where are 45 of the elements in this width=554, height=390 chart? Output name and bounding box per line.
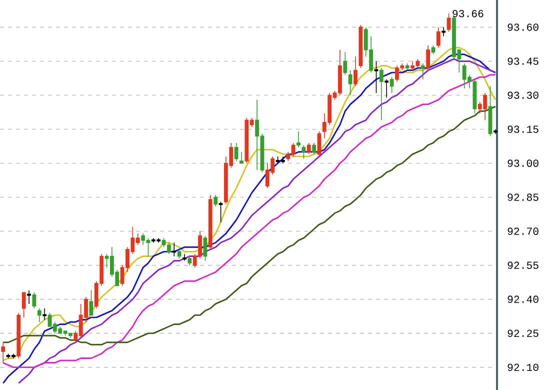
candlestick (177, 249, 182, 259)
candlestick (306, 142, 311, 155)
candlestick (32, 292, 36, 309)
y-tick-label: 93.60 (508, 24, 538, 31)
y-tick-label: 92.55 (508, 262, 538, 269)
candlestick (182, 254, 186, 262)
candlestick (296, 131, 300, 148)
candlestick (420, 63, 425, 80)
candlestick (27, 290, 31, 304)
candlestick (343, 52, 348, 76)
candlestick (172, 242, 176, 257)
y-tick-label: 92.40 (508, 296, 538, 303)
candlestick (208, 194, 212, 250)
candlestick (390, 76, 394, 94)
candlestick (42, 308, 47, 320)
candlestick (436, 26, 440, 48)
y-tick-label: 93.00 (508, 160, 538, 167)
candlestick (384, 78, 389, 98)
candlestick (1, 342, 6, 364)
y-tick-label: 93.15 (508, 126, 538, 133)
candlestick (493, 128, 498, 134)
y-tick-label: 92.25 (508, 330, 538, 337)
y-tick-label: 93.30 (508, 92, 538, 99)
candlestick (302, 144, 306, 160)
candlestick (312, 142, 316, 155)
y-tick-label: 92.85 (508, 194, 538, 201)
annotation: 93.66 (452, 10, 484, 18)
candlestick (426, 44, 430, 71)
candlestick (188, 256, 192, 266)
y-tick-label: 93.45 (508, 58, 538, 65)
candlestick (405, 63, 410, 71)
candlestick (234, 142, 238, 162)
candlestick (240, 152, 244, 164)
candlestick (37, 308, 42, 322)
candlestick (379, 68, 384, 121)
candlestick (214, 194, 218, 207)
y-tick-label: 92.10 (508, 364, 538, 371)
candlestick (442, 26, 446, 37)
candlestick (354, 56, 358, 87)
candlestick (16, 312, 21, 359)
candlestick (358, 24, 363, 68)
candlestick (348, 70, 352, 96)
y-tick-label: 92.70 (508, 228, 538, 235)
candlestick (446, 13, 451, 32)
candlestick (22, 292, 26, 318)
